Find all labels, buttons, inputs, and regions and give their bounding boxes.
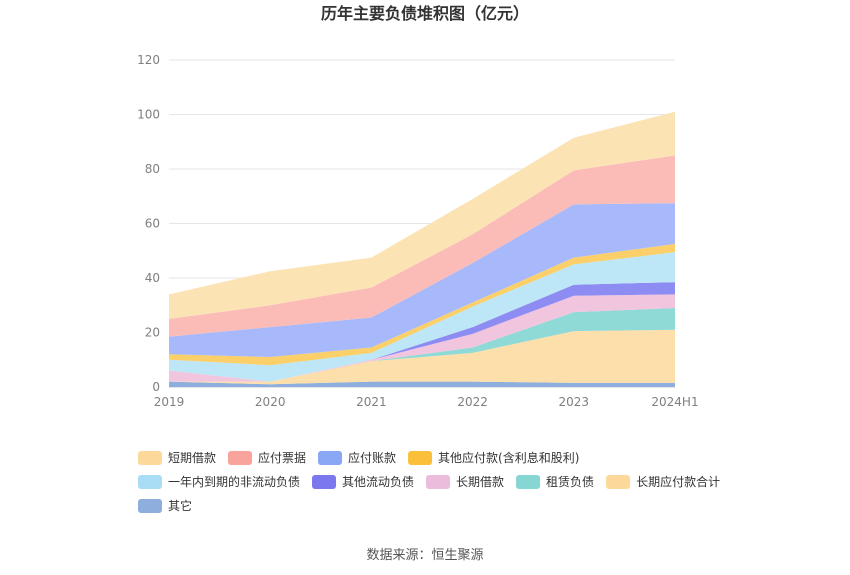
legend-swatch [606, 475, 631, 489]
x-axis: 2019 2020 2021 2022 2023 2024H1 [154, 395, 699, 409]
area-series-9 [169, 111, 675, 319]
area-series-7 [169, 203, 675, 357]
area-series-6 [169, 243, 675, 366]
y-tick-label: 100 [137, 108, 160, 122]
area-series-0 [169, 381, 675, 387]
area-series-8 [169, 155, 675, 337]
legend: 短期借款 应付票据 应付账款 其他应付款(含利息和股利) 一年内到期的非流动负债 其他流动… [138, 450, 720, 513]
legend-label: 短期借款 [168, 451, 216, 465]
legend-label: 其它 [168, 498, 192, 513]
y-tick-label: 80 [145, 162, 160, 176]
x-tick-label: 2021 [356, 395, 387, 409]
legend-label: 租赁负债 [546, 475, 594, 489]
legend-swatch [516, 475, 541, 489]
y-axis: 0 20 40 60 80 100 120 [137, 53, 160, 394]
legend-item[interactable]: 应付账款 [318, 450, 396, 465]
legend-swatch [138, 499, 162, 513]
legend-swatch [318, 451, 343, 465]
area-series-3 [169, 294, 675, 382]
legend-swatch [426, 475, 451, 489]
area-series-2 [169, 308, 675, 382]
legend-swatch [312, 475, 337, 489]
legend-label: 其他流动负债 [342, 475, 414, 489]
legend-swatch [408, 451, 433, 465]
legend-item[interactable]: 租赁负债 [516, 475, 594, 489]
legend-item[interactable]: 一年内到期的非流动负债 [138, 474, 300, 489]
legend-item[interactable]: 长期借款 [426, 475, 504, 489]
data-source: 数据来源：恒生聚源 [366, 548, 483, 563]
area-series-4 [169, 282, 675, 382]
legend-label: 长期应付款合计 [636, 474, 720, 489]
x-tick-label: 2020 [255, 395, 286, 409]
area-series-5 [169, 252, 675, 382]
y-tick-label: 60 [145, 217, 160, 231]
legend-swatch [138, 451, 162, 465]
legend-label: 其他应付款(含利息和股利) [438, 450, 579, 465]
stacked-areas [169, 111, 675, 387]
legend-label: 应付票据 [258, 450, 306, 465]
chart-title: 历年主要负债堆积图（亿元） [321, 4, 529, 23]
x-tick-label: 2019 [154, 395, 185, 409]
legend-label: 长期借款 [456, 475, 504, 489]
legend-swatch [138, 475, 162, 489]
x-tick-label: 2024H1 [651, 395, 698, 409]
x-tick-label: 2023 [559, 395, 590, 409]
legend-item[interactable]: 其他流动负债 [312, 475, 414, 489]
legend-label: 一年内到期的非流动负债 [168, 474, 300, 489]
legend-item[interactable]: 其它 [138, 498, 192, 513]
y-tick-label: 20 [145, 326, 160, 340]
y-tick-label: 40 [145, 271, 160, 285]
area-series-1 [169, 329, 675, 385]
legend-item[interactable]: 长期应付款合计 [606, 474, 720, 489]
legend-item[interactable]: 短期借款 [138, 451, 216, 465]
legend-item[interactable]: 应付票据 [228, 450, 306, 465]
legend-swatch [228, 451, 253, 465]
legend-item[interactable]: 其他应付款(含利息和股利) [408, 450, 579, 465]
legend-label: 应付账款 [348, 450, 396, 465]
x-tick-label: 2022 [457, 395, 488, 409]
y-tick-label: 120 [137, 53, 160, 67]
y-tick-label: 0 [152, 380, 160, 394]
